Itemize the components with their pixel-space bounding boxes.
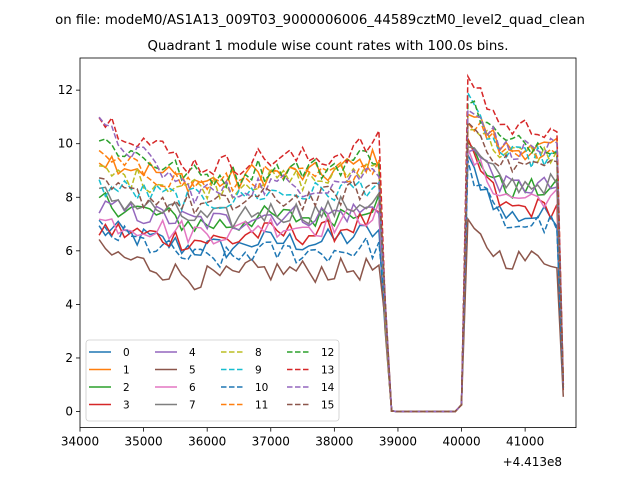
x-offset-label: +4.413e8: [503, 455, 562, 469]
legend-label-4: 4: [189, 347, 196, 359]
legend-label-2: 2: [123, 382, 130, 394]
legend-label-10: 10: [255, 382, 268, 394]
series-line-10: [98, 160, 565, 413]
x-tick-label: 34000: [61, 435, 99, 449]
series-line-13: [98, 73, 565, 413]
series-line-15: [98, 120, 565, 413]
legend-label-0: 0: [123, 347, 130, 359]
x-tick-label: 36000: [188, 435, 226, 449]
legend-label-9: 9: [255, 365, 262, 377]
legend-label-8: 8: [255, 347, 262, 359]
legend-label-13: 13: [321, 365, 334, 377]
y-tick-label: 6: [65, 244, 73, 258]
series-line-11: [98, 120, 565, 413]
legend-label-15: 15: [321, 400, 334, 412]
legend-label-12: 12: [321, 347, 334, 359]
y-axis-ticks: 0 2 4 6 8 10 12: [58, 83, 80, 419]
chart-title: Quadrant 1 module wise count rates with …: [148, 39, 509, 54]
legend-label-7: 7: [189, 400, 196, 412]
legend-label-5: 5: [189, 365, 196, 377]
legend-label-11: 11: [255, 400, 268, 412]
x-tick-label: 39000: [379, 435, 417, 449]
series-line-12: [98, 100, 565, 413]
chart-suptitle: on file: modeM0/AS1A13_009T03_9000006006…: [55, 13, 585, 28]
series-line-0: [98, 154, 565, 413]
y-tick-label: 8: [65, 190, 73, 204]
x-tick-label: 40000: [442, 435, 480, 449]
plot-lines: [98, 73, 565, 413]
y-tick-label: 12: [58, 83, 73, 97]
legend-label-6: 6: [189, 382, 196, 394]
legend-label-14: 14: [321, 382, 335, 394]
series-line-5: [98, 216, 565, 413]
axes-frame: [79, 57, 577, 429]
x-tick-label: 38000: [315, 435, 353, 449]
legend-box: [85, 339, 340, 422]
series-line-6: [98, 148, 565, 413]
x-tick-label: 35000: [124, 435, 162, 449]
y-tick-label: 4: [65, 297, 73, 311]
y-tick-label: 2: [65, 351, 73, 365]
series-line-7: [98, 146, 565, 413]
series-line-14: [98, 108, 565, 413]
legend-label-1: 1: [123, 365, 130, 377]
series-line-9: [98, 90, 565, 413]
x-tick-label: 41000: [506, 435, 544, 449]
y-tick-label: 10: [58, 137, 73, 151]
legend-label-3: 3: [123, 400, 130, 412]
x-axis-ticks: 34000 35000 36000 37000 38000 39000 40000 41000: [61, 427, 544, 449]
x-tick-label: 37000: [252, 435, 290, 449]
y-tick-label: 0: [65, 405, 73, 419]
